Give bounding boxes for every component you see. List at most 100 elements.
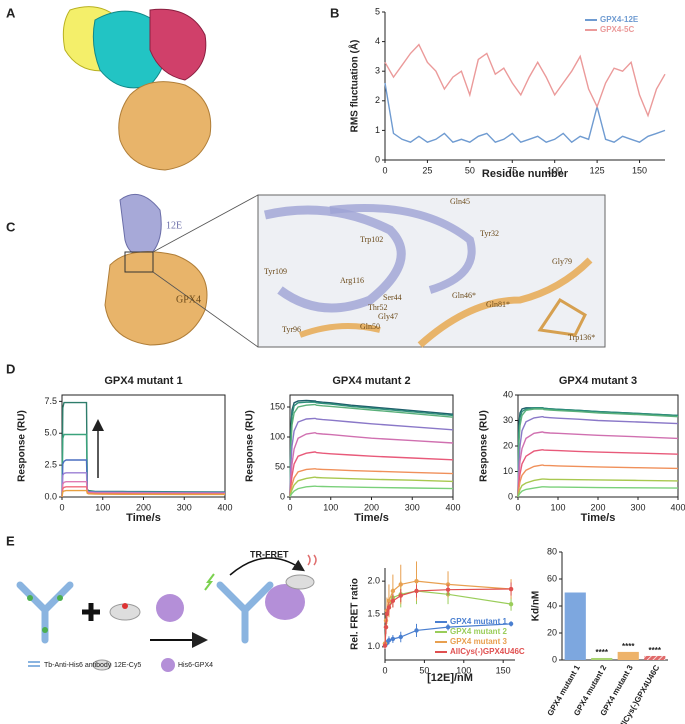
series-line	[289, 485, 454, 498]
y-tick-label: 3	[375, 66, 380, 76]
zoom-box	[257, 194, 606, 348]
structure-label: 12E	[166, 220, 182, 231]
series-line	[61, 489, 225, 498]
residue-label: Thr52	[368, 303, 388, 312]
series-line	[289, 476, 454, 498]
panel-label: B	[330, 5, 339, 20]
residue-label: Gly79	[552, 257, 572, 266]
series-line	[289, 468, 454, 498]
data-point	[390, 636, 396, 642]
x-axis-label: [12E]/nM	[427, 672, 473, 684]
data-point	[384, 611, 390, 617]
series-line	[517, 407, 679, 498]
series-line	[517, 416, 679, 498]
data-point	[382, 643, 388, 648]
legend-label: GPX4-12E	[600, 15, 639, 24]
residue-label: Arg116	[340, 276, 364, 285]
x-tick-label: 0	[59, 502, 64, 512]
legend-label: GPX4 mutant 1	[450, 617, 507, 626]
series-line	[517, 431, 679, 498]
y-tick-label: 0	[552, 654, 557, 664]
panel-label: E	[6, 533, 15, 548]
bar	[564, 592, 586, 660]
residue-label: Gln81*	[486, 300, 510, 309]
y-tick-label: 0	[280, 491, 285, 501]
schematic-label: Tb-Anti-His6 antibody	[44, 662, 112, 669]
x-tick-label: 100	[550, 502, 565, 512]
data-point	[508, 621, 514, 627]
residue-label: Trp136*	[568, 333, 595, 342]
y-tick-label: 0	[375, 154, 380, 164]
data-point	[386, 605, 392, 610]
series-line	[289, 451, 454, 498]
x-tick-label: 25	[422, 165, 432, 175]
series-line	[384, 43, 666, 118]
residue-label: Tyr109	[264, 267, 287, 276]
y-tick-label: 2.0	[367, 576, 380, 586]
x-tick-label: 200	[136, 502, 151, 512]
series-line	[517, 449, 679, 498]
x-tick-label: 125	[590, 165, 605, 175]
significance-label: ****	[649, 646, 662, 655]
data-point	[390, 588, 396, 594]
series-line	[517, 408, 679, 498]
x-tick-label: 200	[590, 502, 605, 512]
data-point	[398, 634, 403, 640]
legend-label: GPX4-5C	[600, 25, 634, 34]
chart-title: GPX4 mutant 2	[332, 375, 410, 387]
y-axis-label: Response (RU)	[17, 410, 28, 482]
x-tick-label: 400	[670, 502, 685, 512]
y-tick-label: 5.0	[44, 428, 57, 438]
y-tick-label: 20	[503, 440, 513, 450]
legend-label: GPX4 mutant 2	[450, 627, 507, 636]
protein-structure	[104, 193, 259, 348]
x-tick-label: 100	[456, 665, 471, 675]
series-line	[289, 403, 454, 498]
y-tick-label: 10	[503, 466, 513, 476]
y-tick-label: 1.5	[367, 608, 380, 618]
x-tick-label: 300	[630, 502, 645, 512]
schematic	[16, 554, 317, 672]
x-tick-label: 0	[382, 665, 387, 675]
y-tick-label: 50	[275, 461, 285, 471]
x-tick-label: 200	[364, 502, 379, 512]
x-tick-label: 300	[405, 502, 420, 512]
residue-label: Gln45	[450, 197, 470, 206]
series-line	[289, 401, 454, 498]
x-tick-label: 0	[382, 165, 387, 175]
significance-label: ****	[622, 642, 635, 651]
y-tick-label: 60	[547, 573, 557, 583]
schematic-label: 12E-Cy5	[114, 662, 141, 669]
legend-label: AllCys(-)GPX4U46C	[450, 647, 525, 656]
y-tick-label: 4	[375, 36, 380, 46]
data-point	[386, 598, 392, 604]
y-tick-label: 2.5	[44, 460, 57, 470]
residue-label: Tyr96	[282, 325, 301, 334]
data-point	[445, 624, 451, 630]
y-tick-label: 2	[375, 95, 380, 105]
bar	[617, 651, 639, 660]
series-line	[517, 464, 679, 498]
y-axis-label: Rel. FRET ratio	[350, 578, 361, 650]
x-tick-label: 75	[507, 165, 517, 175]
series-line	[517, 478, 679, 498]
bar	[591, 657, 613, 660]
structure-label: GPX4	[176, 294, 201, 305]
x-axis-label: Residue number	[482, 168, 569, 180]
residue-label: Tyr32	[480, 229, 499, 238]
x-axis-label: Time/s	[354, 512, 389, 524]
y-axis-label: Kd/nM	[531, 591, 542, 622]
residue-label: Ser44	[383, 293, 402, 302]
schematic-label: His6-GPX4	[178, 662, 213, 669]
x-axis-label: Time/s	[126, 512, 161, 524]
data-point	[508, 586, 514, 592]
residue-label: Trp102	[360, 235, 383, 244]
data-point	[390, 598, 396, 604]
x-tick-label: 50	[465, 165, 475, 175]
y-tick-label: 80	[547, 546, 557, 556]
x-tick-label: 0	[515, 502, 520, 512]
schematic-label: TR-FRET	[250, 549, 289, 559]
data-point	[508, 601, 514, 607]
y-tick-label: 1	[375, 125, 380, 135]
